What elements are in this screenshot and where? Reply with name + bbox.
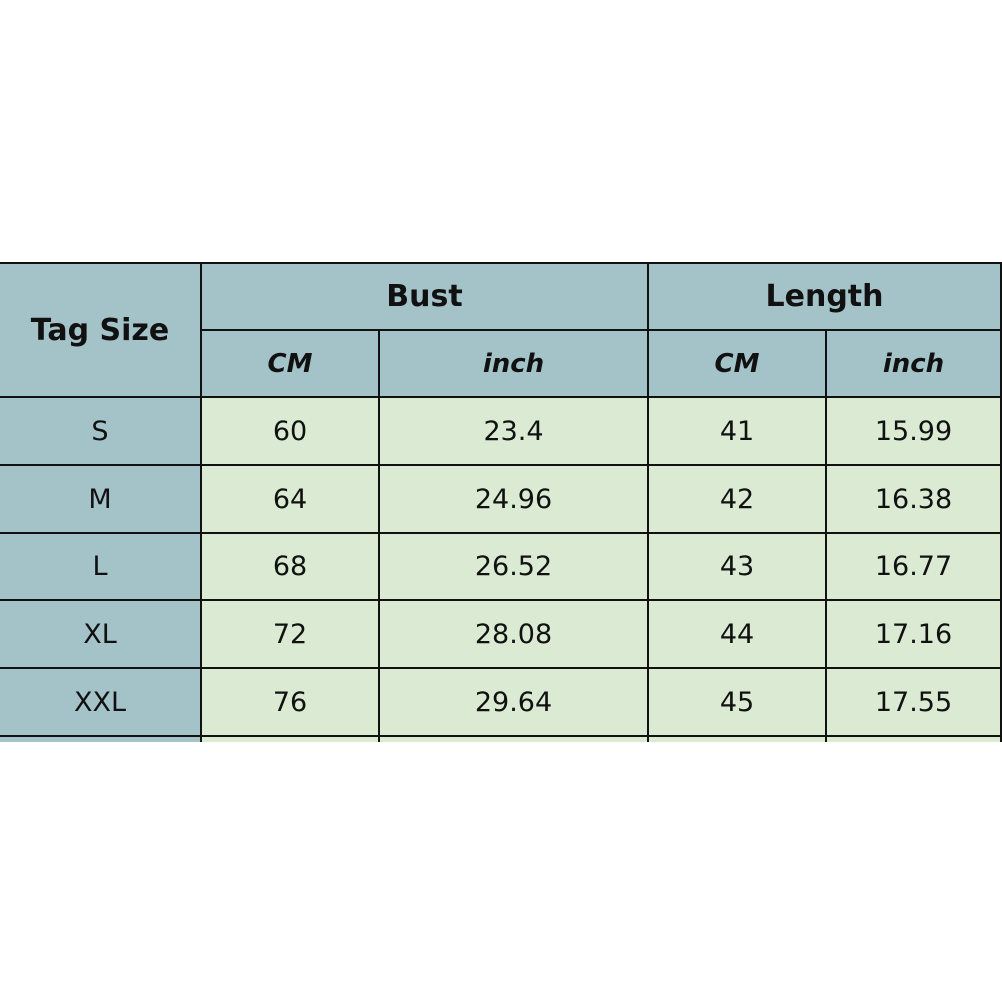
tag-size-cell: XL <box>0 601 202 669</box>
table-cell: 24.96 <box>380 466 649 534</box>
table-cell: 72 <box>202 601 380 669</box>
subheader-cell: CM <box>202 331 380 398</box>
header-tag-size: Tag Size <box>0 264 202 398</box>
tag-size-cell: XXL <box>0 669 202 737</box>
table-cell: 43 <box>649 534 827 601</box>
table-cell: 42 <box>649 466 827 534</box>
table-cell: 23.4 <box>380 398 649 466</box>
table-cell: 76 <box>202 669 380 737</box>
tag-size-cell: S <box>0 398 202 466</box>
table-cell: 60 <box>202 398 380 466</box>
subheader-cell: inch <box>827 331 1002 398</box>
table-cell: 28.08 <box>380 601 649 669</box>
table-cell: 17.16 <box>827 601 1002 669</box>
table-cell: 29.64 <box>380 669 649 737</box>
table-cell <box>827 737 1002 742</box>
table-cell: 16.77 <box>827 534 1002 601</box>
subheader-cell: inch <box>380 331 649 398</box>
tag-size-cell: M <box>0 466 202 534</box>
table-cell: 44 <box>649 601 827 669</box>
header-bust: Bust <box>202 264 649 331</box>
table-cell: 64 <box>202 466 380 534</box>
table-cell: 16.38 <box>827 466 1002 534</box>
subheader-cell: CM <box>649 331 827 398</box>
header-length: Length <box>649 264 1002 331</box>
table-cell: 68 <box>202 534 380 601</box>
table-cell: 26.52 <box>380 534 649 601</box>
table-cell <box>202 737 380 742</box>
table-cell: 41 <box>649 398 827 466</box>
table-cell <box>649 737 827 742</box>
table-cell: 17.55 <box>827 669 1002 737</box>
size-chart-table: Tag Size Bust Length CM inch CM inch S 60 23.4 41 1… <box>0 262 1002 742</box>
table-cell <box>380 737 649 742</box>
table-cell: 45 <box>649 669 827 737</box>
tag-size-cell <box>0 737 202 742</box>
tag-size-cell: L <box>0 534 202 601</box>
table-cell: 15.99 <box>827 398 1002 466</box>
